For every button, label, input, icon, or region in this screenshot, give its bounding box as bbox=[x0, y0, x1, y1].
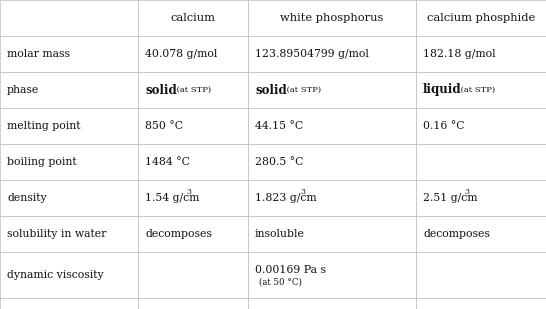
Bar bbox=[138, 0, 248, 36]
Bar bbox=[416, 36, 546, 72]
Text: 1484 °C: 1484 °C bbox=[145, 157, 190, 167]
Text: solubility in water: solubility in water bbox=[7, 229, 106, 239]
Bar bbox=[416, 180, 546, 216]
Bar bbox=[0, 144, 138, 180]
Bar bbox=[416, 216, 546, 252]
Bar bbox=[248, 36, 416, 72]
Text: (at 50 °C): (at 50 °C) bbox=[259, 277, 302, 286]
Bar bbox=[248, 252, 416, 298]
Text: insoluble: insoluble bbox=[255, 229, 305, 239]
Bar bbox=[416, 0, 546, 36]
Text: 3: 3 bbox=[300, 188, 306, 196]
Bar bbox=[138, 144, 248, 180]
Text: 1.823 g/cm: 1.823 g/cm bbox=[255, 193, 317, 203]
Text: 0.00169 Pa s: 0.00169 Pa s bbox=[255, 265, 326, 275]
Text: solid: solid bbox=[255, 83, 287, 96]
Bar bbox=[0, 298, 138, 309]
Bar bbox=[138, 216, 248, 252]
Text: density: density bbox=[7, 193, 46, 203]
Text: 182.18 g/mol: 182.18 g/mol bbox=[423, 49, 496, 59]
Bar bbox=[0, 216, 138, 252]
Text: (at STP): (at STP) bbox=[284, 86, 322, 94]
Bar bbox=[138, 72, 248, 108]
Bar bbox=[0, 72, 138, 108]
Text: 850 °C: 850 °C bbox=[145, 121, 183, 131]
Bar bbox=[416, 144, 546, 180]
Text: 3: 3 bbox=[186, 188, 191, 196]
Text: white phosphorus: white phosphorus bbox=[280, 13, 384, 23]
Bar bbox=[416, 298, 546, 309]
Bar bbox=[248, 72, 416, 108]
Text: 2.51 g/cm: 2.51 g/cm bbox=[423, 193, 478, 203]
Bar bbox=[416, 108, 546, 144]
Text: decomposes: decomposes bbox=[423, 229, 490, 239]
Text: 40.078 g/mol: 40.078 g/mol bbox=[145, 49, 217, 59]
Bar bbox=[248, 298, 416, 309]
Text: melting point: melting point bbox=[7, 121, 80, 131]
Bar bbox=[248, 108, 416, 144]
Text: phase: phase bbox=[7, 85, 39, 95]
Bar bbox=[0, 0, 138, 36]
Bar bbox=[138, 252, 248, 298]
Text: 123.89504799 g/mol: 123.89504799 g/mol bbox=[255, 49, 369, 59]
Text: boiling point: boiling point bbox=[7, 157, 76, 167]
Bar bbox=[248, 180, 416, 216]
Text: solid: solid bbox=[145, 83, 177, 96]
Text: dynamic viscosity: dynamic viscosity bbox=[7, 270, 104, 280]
Text: molar mass: molar mass bbox=[7, 49, 70, 59]
Bar bbox=[138, 108, 248, 144]
Bar bbox=[248, 216, 416, 252]
Bar bbox=[0, 252, 138, 298]
Text: liquid: liquid bbox=[423, 83, 461, 96]
Text: 44.15 °C: 44.15 °C bbox=[255, 121, 303, 131]
Bar bbox=[0, 108, 138, 144]
Bar bbox=[138, 36, 248, 72]
Bar bbox=[0, 180, 138, 216]
Bar bbox=[416, 72, 546, 108]
Bar bbox=[248, 0, 416, 36]
Text: (at STP): (at STP) bbox=[458, 86, 495, 94]
Text: 1.54 g/cm: 1.54 g/cm bbox=[145, 193, 199, 203]
Text: 0.16 °C: 0.16 °C bbox=[423, 121, 465, 131]
Bar bbox=[248, 144, 416, 180]
Text: 3: 3 bbox=[464, 188, 469, 196]
Bar bbox=[416, 252, 546, 298]
Bar bbox=[138, 180, 248, 216]
Text: decomposes: decomposes bbox=[145, 229, 212, 239]
Text: calcium: calcium bbox=[170, 13, 216, 23]
Text: (at STP): (at STP) bbox=[175, 86, 212, 94]
Text: calcium phosphide: calcium phosphide bbox=[427, 13, 535, 23]
Text: 280.5 °C: 280.5 °C bbox=[255, 157, 304, 167]
Bar bbox=[138, 298, 248, 309]
Bar bbox=[0, 36, 138, 72]
